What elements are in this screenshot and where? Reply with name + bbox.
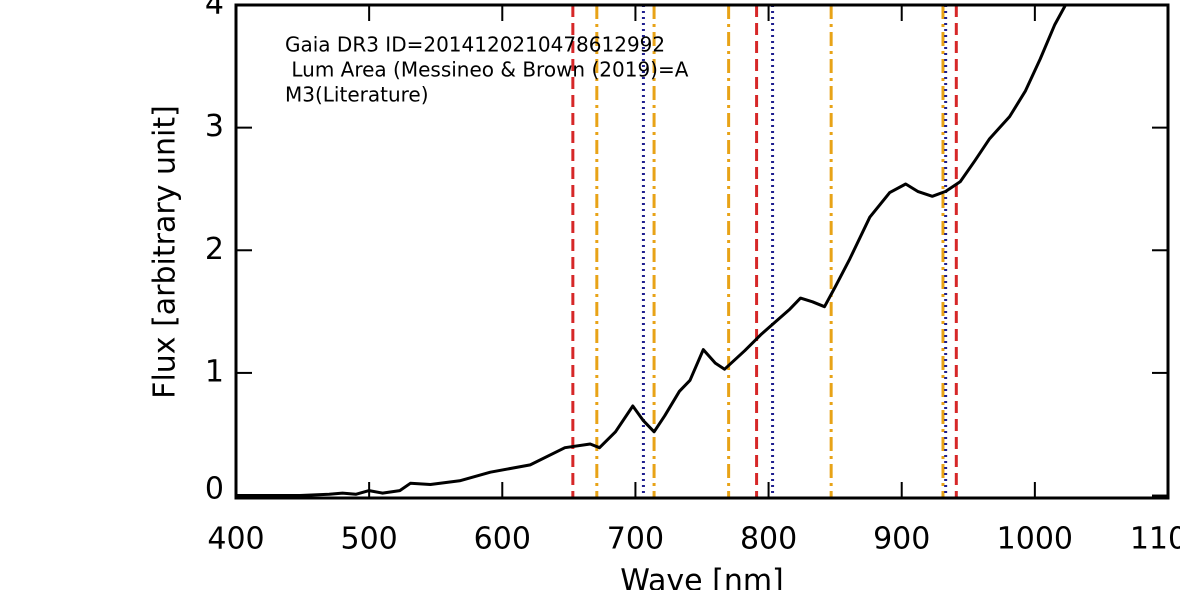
x-tick-label: 1000 <box>997 522 1073 557</box>
x-tick-label: 900 <box>873 522 930 557</box>
spectrum-line <box>236 5 1067 497</box>
x-tick-label: 400 <box>207 522 264 557</box>
annotation: M3(Literature) <box>285 83 429 107</box>
x-tick-label: 600 <box>474 522 531 557</box>
x-tick-label: 700 <box>607 522 664 557</box>
x-axis-label: Wave [nm] <box>620 564 784 590</box>
y-tick-label: 0 <box>205 472 224 507</box>
x-tick-label: 500 <box>341 522 398 557</box>
y-tick-label: 4 <box>205 0 224 22</box>
x-tick-label: 800 <box>740 522 797 557</box>
annotation: Lum Area (Messineo & Brown (2019)=A <box>285 58 689 82</box>
y-tick-label: 3 <box>205 109 224 144</box>
y-tick-label: 1 <box>205 354 224 389</box>
plot-area <box>236 5 1067 498</box>
plot-frame <box>234 3 1170 500</box>
annotation: Gaia DR3 ID=2014120210478612992 <box>285 33 665 57</box>
y-tick-label: 2 <box>205 232 224 267</box>
y-axis-label: Flux [arbitrary unit] <box>148 105 183 399</box>
